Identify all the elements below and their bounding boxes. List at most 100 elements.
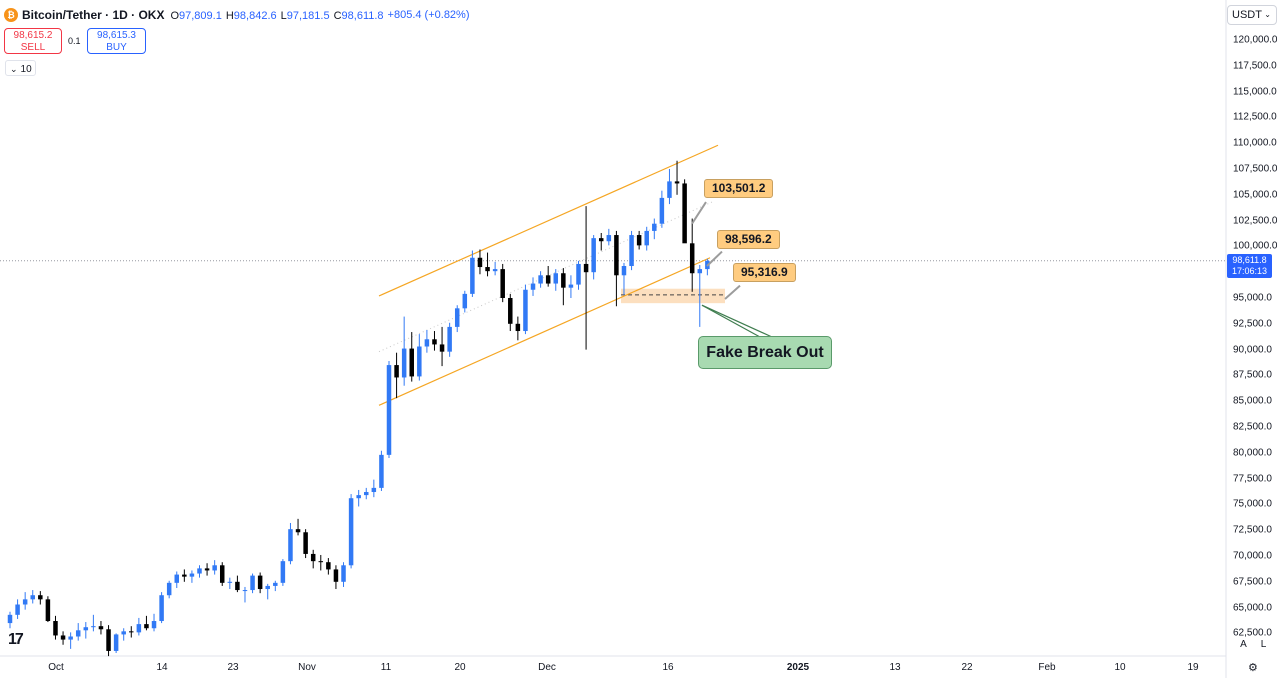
- sell-label: SELL: [20, 42, 46, 53]
- currency-select[interactable]: USDT ⌄: [1227, 5, 1277, 25]
- candle-body: [273, 582, 278, 586]
- buy-button[interactable]: 98,615.3 BUY: [87, 28, 146, 54]
- candle-body: [166, 582, 172, 596]
- price-tick-label: 67,500.0: [1233, 576, 1272, 588]
- candle-body: [159, 595, 164, 622]
- price-tick-label: 77,500.0: [1233, 473, 1272, 485]
- last-price-tag: 98,611.8 17:06:13: [1227, 254, 1272, 278]
- candle-body: [144, 624, 149, 629]
- price-tick-label: 115,000.0: [1233, 86, 1277, 98]
- price-tick-label: 117,500.0: [1233, 60, 1277, 72]
- candle-body: [106, 629, 111, 651]
- price-tick-label: 65,000.0: [1233, 602, 1272, 614]
- ohlc-key: O: [170, 10, 180, 22]
- time-tick-label: 22: [961, 662, 973, 673]
- auto-scale-button[interactable]: A: [1240, 639, 1247, 650]
- candle-body: [326, 562, 331, 570]
- fake-breakout-pointer-edge: [701, 304, 761, 338]
- candle-body: [121, 631, 126, 635]
- candle-body: [568, 284, 574, 288]
- time-tick-label: 13: [889, 662, 901, 673]
- candle-body: [674, 181, 680, 184]
- callout-high-price[interactable]: 103,501.2: [704, 179, 774, 198]
- symbol-title[interactable]: Bitcoin/Tether · 1D · OKX: [22, 8, 165, 22]
- candle-body: [454, 308, 460, 327]
- time-tick-label: 11: [380, 662, 392, 673]
- candle-body: [508, 298, 513, 324]
- candle-body: [53, 621, 58, 636]
- chevron-down-icon: ⌄: [10, 64, 18, 74]
- log-scale-button[interactable]: L: [1260, 639, 1267, 650]
- fake-breakout-label[interactable]: Fake Break Out: [698, 336, 832, 369]
- candle-body: [576, 263, 581, 285]
- ohlc-value: 98,842.6: [233, 10, 277, 22]
- time-tick-label: 2025: [786, 662, 810, 673]
- price-tick-label: 92,500.0: [1233, 318, 1272, 330]
- candle-body: [15, 604, 20, 615]
- candle-body: [598, 238, 604, 242]
- price-tick-label: 120,000.0: [1233, 34, 1278, 46]
- ohlc-key: L: [280, 10, 287, 22]
- candle-body: [310, 553, 316, 562]
- candle-body: [189, 573, 195, 577]
- candle-body: [364, 492, 369, 496]
- price-tick-label: 72,500.0: [1233, 524, 1272, 536]
- channel-upper-line: [378, 144, 719, 297]
- price-tick-label: 100,000.0: [1233, 240, 1278, 252]
- candle-body: [341, 565, 346, 582]
- candle-body: [30, 595, 35, 600]
- candle-body: [356, 495, 361, 499]
- candle-body: [257, 575, 263, 590]
- price-tick-label: 82,500.0: [1233, 421, 1272, 433]
- callout-mid-pointer: [706, 250, 723, 267]
- candle-body: [174, 574, 180, 583]
- callout-mid-price[interactable]: 98,596.2: [717, 230, 780, 249]
- callout-low-price[interactable]: 95,316.9: [733, 263, 796, 282]
- candle-body: [75, 630, 81, 637]
- candle-body: [219, 565, 225, 583]
- price-tick-label: 80,000.0: [1233, 447, 1272, 459]
- candle-body: [447, 326, 452, 352]
- candle-body: [583, 263, 589, 273]
- candle-body: [227, 581, 233, 583]
- candle-body: [250, 575, 255, 591]
- gear-icon[interactable]: ⚙: [1248, 662, 1258, 674]
- countdown-timer: 17:06:13: [1231, 266, 1268, 276]
- candle-body: [409, 348, 414, 377]
- support-zone: [621, 288, 725, 304]
- candle-body: [515, 323, 521, 332]
- candle-body: [98, 626, 104, 630]
- candle-body: [318, 561, 324, 563]
- candle-body: [477, 257, 483, 268]
- candle-body: [636, 235, 642, 246]
- candle-body: [45, 599, 51, 622]
- price-tick-label: 90,000.0: [1233, 344, 1272, 356]
- time-tick-label: Nov: [298, 662, 316, 673]
- candle-body: [606, 235, 612, 242]
- time-tick-label: 20: [454, 662, 466, 673]
- candle-body: [629, 235, 634, 267]
- candle-body: [7, 614, 13, 624]
- indicator-toggle[interactable]: ⌄ 10: [5, 60, 36, 76]
- sell-button[interactable]: 98,615.2 SELL: [4, 28, 62, 54]
- candle-body: [182, 574, 187, 577]
- candle-body: [22, 599, 28, 605]
- candle-body: [614, 235, 619, 276]
- candle-body: [91, 626, 96, 628]
- time-tick-label: Dec: [538, 662, 556, 673]
- candle-body: [265, 585, 270, 590]
- callout-high-pointer: [691, 201, 707, 225]
- candle-body: [348, 498, 354, 566]
- candle-body: [386, 365, 392, 455]
- ohlc-key: H: [225, 10, 234, 22]
- symbol-header: ₿ Bitcoin/Tether · 1D · OKX O97,809.1 H98…: [4, 6, 470, 24]
- price-tick-label: 75,000.0: [1233, 498, 1272, 510]
- price-tick-label: 112,500.0: [1233, 111, 1277, 123]
- candle-body: [689, 243, 695, 274]
- candle-body: [129, 631, 134, 633]
- candle-body: [644, 230, 649, 246]
- candle-body: [439, 344, 445, 352]
- candle-body: [530, 283, 536, 290]
- candle-body: [136, 624, 142, 633]
